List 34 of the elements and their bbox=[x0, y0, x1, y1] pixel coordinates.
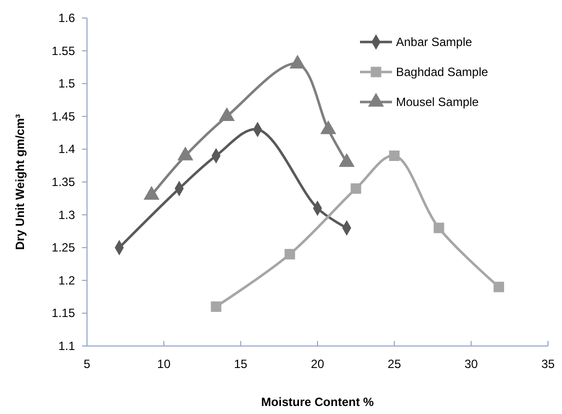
legend-label: Mousel Sample bbox=[396, 95, 480, 109]
y-tick-label: 1.45 bbox=[52, 109, 76, 124]
point bbox=[210, 301, 222, 312]
y-tick-label: 1.35 bbox=[52, 175, 76, 189]
point bbox=[290, 54, 306, 69]
y-tick-label: 1.15 bbox=[52, 306, 76, 320]
y-tick-label: 1.2 bbox=[58, 273, 76, 288]
point bbox=[434, 222, 444, 234]
legend-label: Anbar Sample bbox=[396, 35, 472, 49]
point bbox=[350, 183, 362, 194]
y-tick-label: 1.5 bbox=[58, 76, 76, 91]
x-tick-label: 30 bbox=[464, 357, 478, 371]
y-tick-label: 1.6 bbox=[58, 11, 76, 25]
point bbox=[320, 120, 336, 134]
point bbox=[284, 248, 296, 260]
y-axis-title: Dry Unit Weight gm/cm³ bbox=[13, 114, 27, 250]
point bbox=[218, 107, 235, 121]
point bbox=[338, 153, 355, 167]
point bbox=[494, 282, 504, 292]
x-tick-label: 15 bbox=[234, 357, 248, 371]
point bbox=[177, 146, 194, 160]
y-tick-label: 1.25 bbox=[52, 240, 76, 255]
x-tick-label: 20 bbox=[310, 357, 324, 371]
x-tick-label: 5 bbox=[84, 357, 91, 371]
point bbox=[389, 150, 400, 162]
legend-label: Baghdad Sample bbox=[396, 65, 488, 79]
x-tick-label: 35 bbox=[541, 357, 555, 371]
y-tick-label: 1.4 bbox=[58, 142, 76, 156]
x-tick-label: 25 bbox=[388, 357, 402, 371]
x-axis-title: Moisture Content % bbox=[261, 395, 374, 409]
y-tick-label: 1.1 bbox=[58, 339, 76, 353]
y-tick-label: 1.3 bbox=[58, 208, 76, 222]
y-tick-label: 1.55 bbox=[52, 44, 76, 58]
x-tick-label: 10 bbox=[157, 357, 171, 371]
